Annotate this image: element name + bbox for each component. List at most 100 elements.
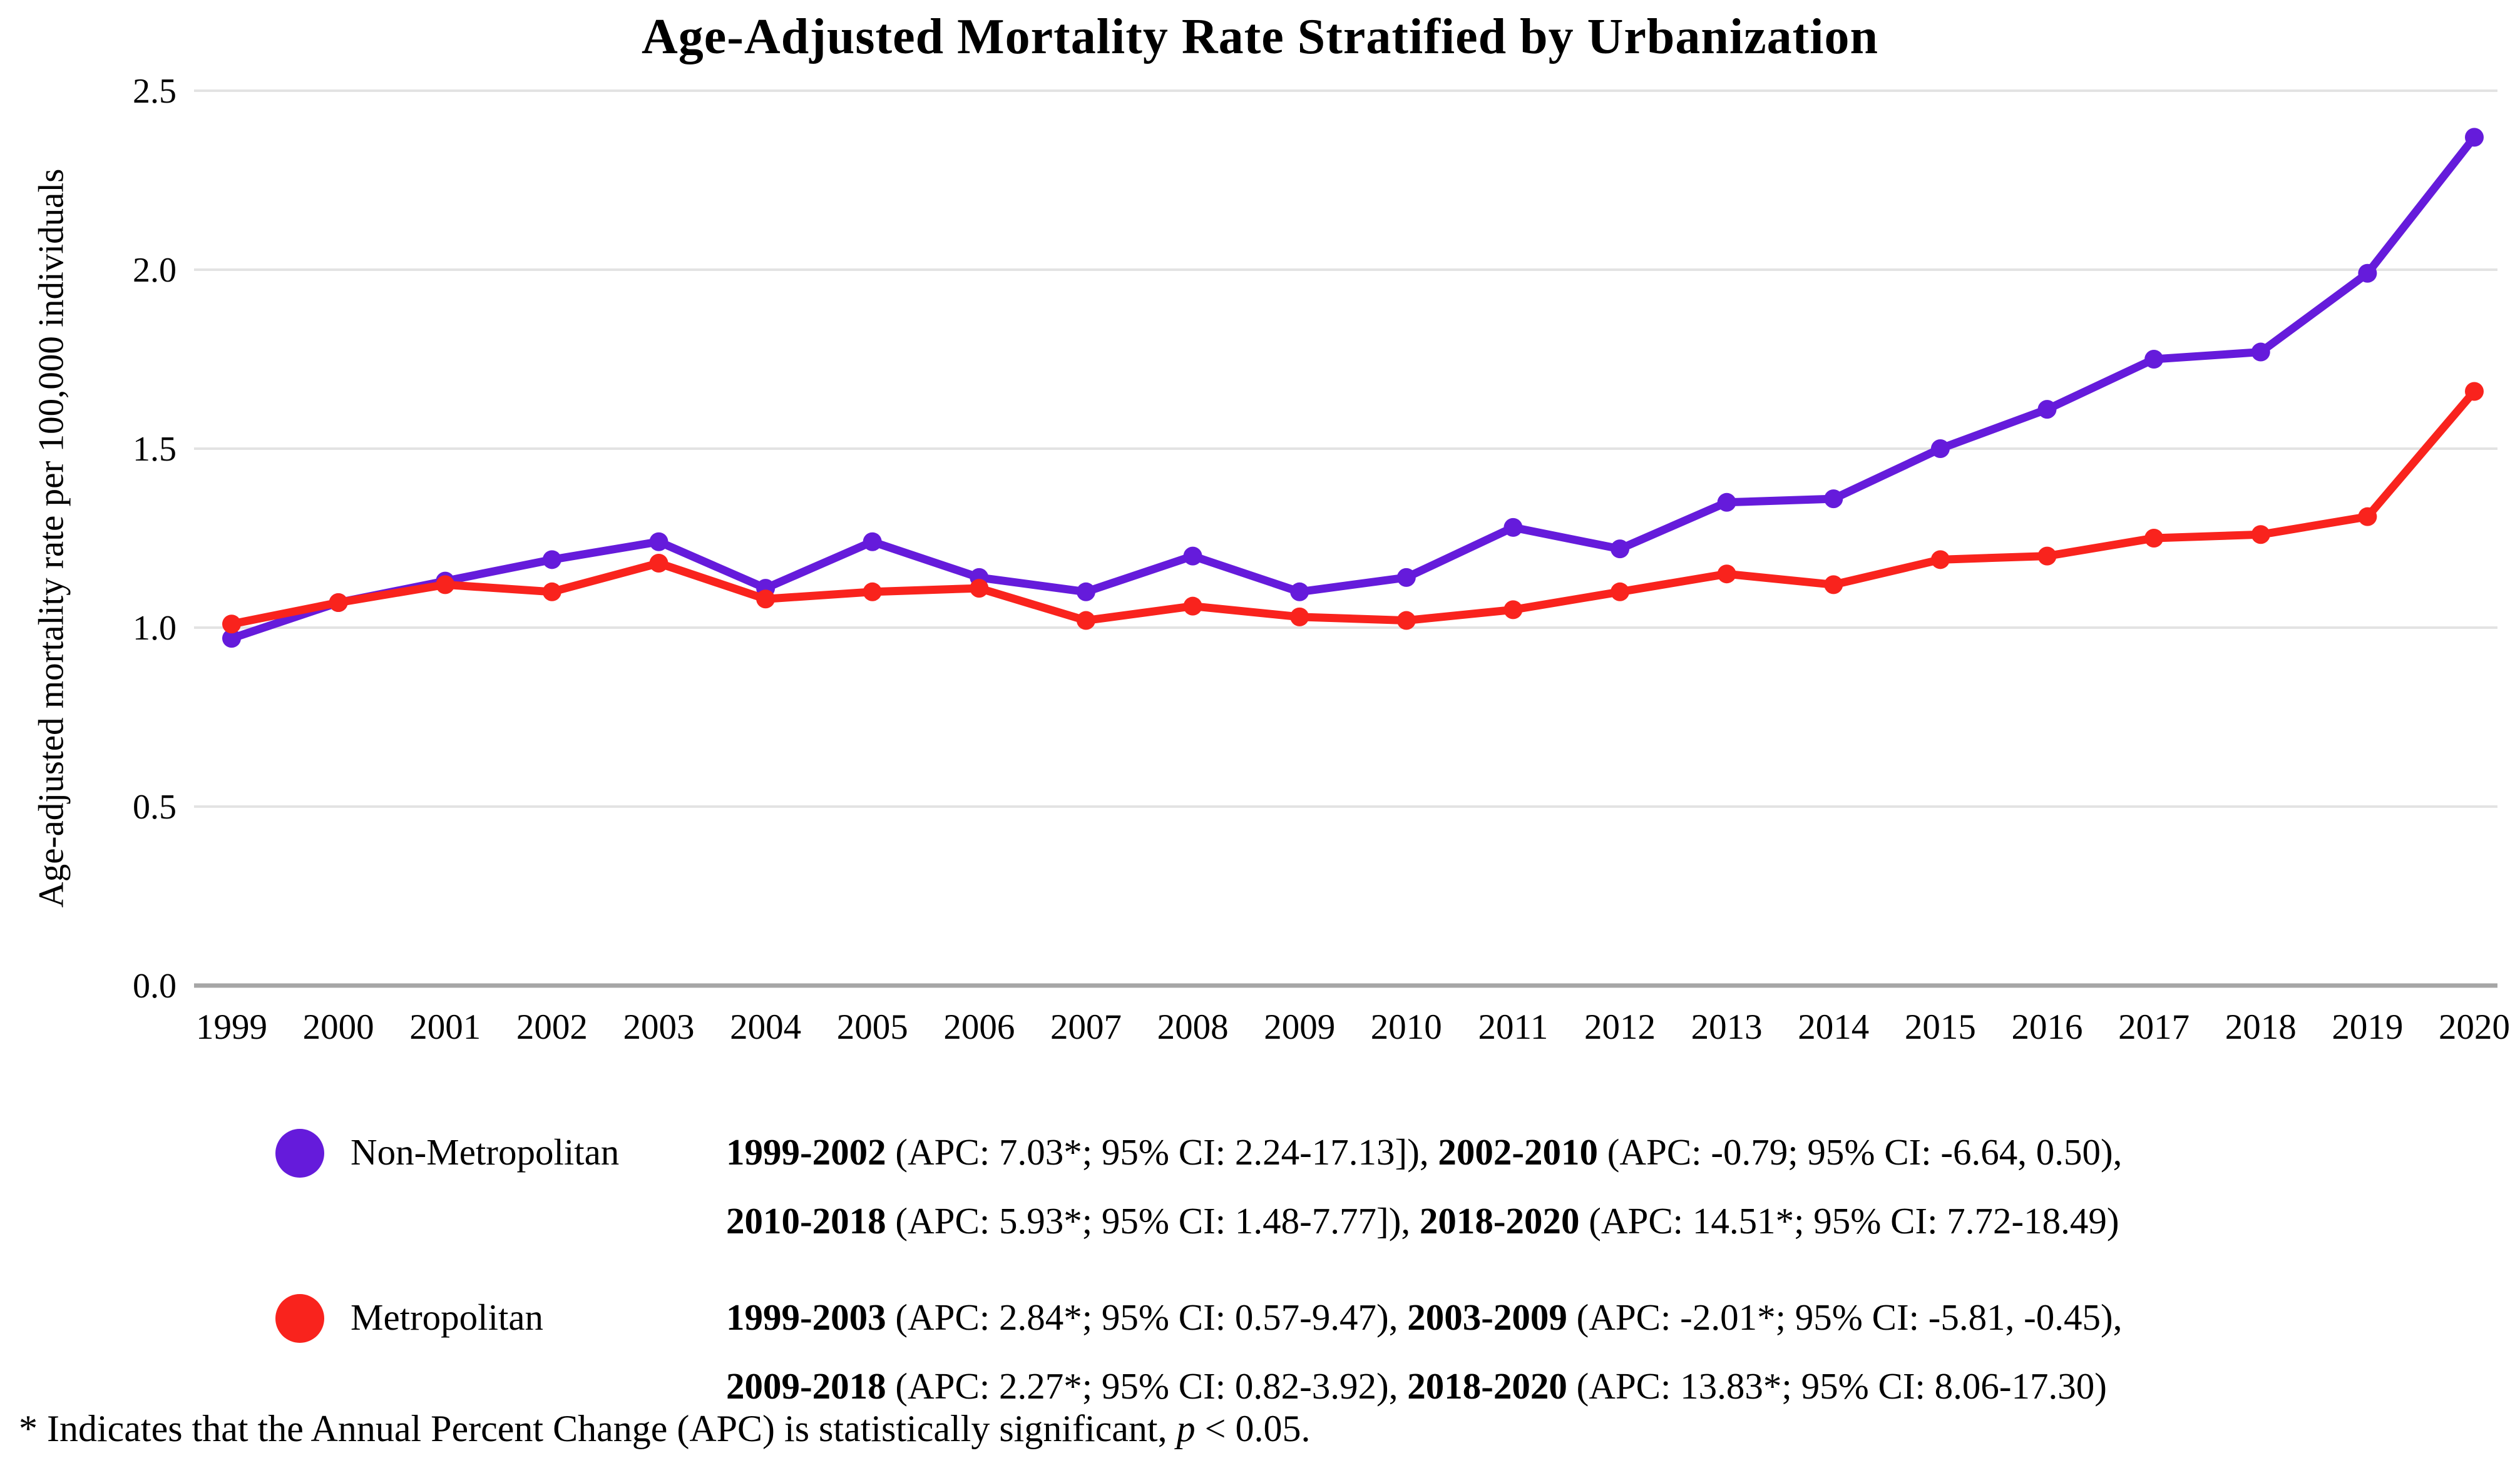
x-tick-label: 2001 (409, 1007, 481, 1047)
apc-line: 1999-2002 (APC: 7.03*; 95% CI: 2.24-17.1… (726, 1118, 2122, 1186)
plain-text: < 0.05. (1195, 1408, 1311, 1449)
data-point-non-metropolitan-2018 (2251, 342, 2270, 362)
x-tick-label: 2000 (303, 1007, 374, 1047)
bold-text: 1999-2003 (726, 1297, 886, 1338)
apc-line: 1999-2003 (APC: 2.84*; 95% CI: 0.57-9.47… (726, 1283, 2122, 1352)
x-tick-label: 2010 (1371, 1007, 1442, 1047)
line-chart: 0.0 0.5 1.0 1.5 2.0 2.5 1999 2000 2001 2002 2003 20… (133, 72, 2510, 1047)
bold-text: 2010-2018 (726, 1200, 886, 1241)
plain-text: (APC: 2.84*; 95% CI: 0.57-9.47), (886, 1297, 1408, 1338)
data-point-non-metropolitan-2014 (1824, 489, 1843, 509)
bold-text: 2002-2010 (1438, 1131, 1598, 1173)
x-tick-label: 2019 (2332, 1007, 2403, 1047)
x-tick-label: 1999 (196, 1007, 267, 1047)
data-point-non-metropolitan-2005 (863, 532, 882, 551)
data-point-non-metropolitan-2003 (649, 532, 668, 551)
y-axis-label: Age-adjusted mortality rate per 100,000 … (31, 168, 71, 908)
y-tick-label: 1.5 (133, 430, 177, 469)
data-point-metropolitan-2010 (1396, 611, 1416, 630)
data-point-non-metropolitan-2007 (1076, 582, 1095, 601)
data-point-non-metropolitan-2012 (1611, 539, 1630, 559)
data-point-non-metropolitan-2009 (1290, 582, 1309, 601)
data-point-non-metropolitan-2011 (1503, 517, 1523, 537)
data-point-metropolitan-2017 (2144, 529, 2164, 548)
data-point-non-metropolitan-2019 (2358, 263, 2377, 283)
x-tick-label: 2016 (2012, 1007, 2083, 1047)
data-point-metropolitan-2020 (2465, 382, 2484, 401)
data-point-metropolitan-2013 (1717, 564, 1736, 584)
data-point-metropolitan-2001 (436, 575, 455, 594)
data-point-metropolitan-2009 (1290, 607, 1309, 626)
x-tick-label: 2008 (1157, 1007, 1229, 1047)
data-point-non-metropolitan-1999 (222, 629, 241, 648)
x-tick-label: 2004 (730, 1007, 801, 1047)
x-tick-label: 2003 (623, 1007, 694, 1047)
y-tick-label: 0.0 (133, 967, 177, 1006)
y-tick-label: 0.5 (133, 788, 177, 827)
x-tick-label: 2007 (1050, 1007, 1122, 1047)
data-point-metropolitan-2014 (1824, 575, 1843, 594)
plain-text: (APC: 7.03*; 95% CI: 2.24-17.13]), (886, 1131, 1438, 1173)
data-point-non-metropolitan-2017 (2144, 350, 2164, 369)
legend-apc-text-metropolitan: 1999-2003 (APC: 2.84*; 95% CI: 0.57-9.47… (726, 1283, 2122, 1420)
data-point-metropolitan-2019 (2358, 507, 2377, 526)
data-point-metropolitan-2002 (542, 582, 561, 601)
series-line-non-metropolitan (227, 133, 2479, 643)
plain-text: (APC: -0.79; 95% CI: -6.64, 0.50), (1598, 1131, 2123, 1173)
data-point-metropolitan-2005 (863, 582, 882, 601)
legend-item-metropolitan: Metropolitan 1999-2003 (APC: 2.84*; 95% … (275, 1283, 2122, 1420)
legend-label-metropolitan: Metropolitan (351, 1297, 544, 1338)
data-point-metropolitan-2018 (2251, 525, 2270, 544)
data-point-non-metropolitan-2016 (2037, 400, 2057, 419)
plain-text: (APC: 2.27*; 95% CI: 0.82-3.92), (886, 1365, 1408, 1407)
data-point-metropolitan-2012 (1611, 582, 1630, 601)
legend-label-non-metropolitan: Non-Metropolitan (351, 1131, 620, 1173)
x-tick-label: 2002 (516, 1007, 588, 1047)
bold-text: 2018-2020 (1419, 1200, 1580, 1241)
x-tick-label: 2018 (2225, 1007, 2297, 1047)
x-tick-label: 2011 (1478, 1007, 1548, 1047)
data-point-non-metropolitan-2013 (1717, 492, 1736, 512)
plain-text: (APC: 5.93*; 95% CI: 1.48-7.77]), (886, 1200, 1420, 1241)
legend-apc-text-non-metropolitan: 1999-2002 (APC: 7.03*; 95% CI: 2.24-17.1… (726, 1118, 2122, 1255)
x-tick-label: 2014 (1798, 1007, 1869, 1047)
legend-marker-metropolitan-icon (275, 1294, 324, 1343)
plain-text: (APC: -2.01*; 95% CI: -5.81, -0.45), (1567, 1297, 2123, 1338)
x-tick-label: 2015 (1905, 1007, 1976, 1047)
series-line-metropolitan (227, 387, 2479, 628)
x-tick-label: 2006 (943, 1007, 1015, 1047)
italic-text: p (1176, 1408, 1196, 1449)
legend-item-non-metropolitan: Non-Metropolitan 1999-2002 (APC: 7.03*; … (275, 1118, 2122, 1255)
data-point-metropolitan-2011 (1503, 600, 1523, 619)
data-point-metropolitan-2015 (1930, 550, 1950, 569)
x-tick-label: 2012 (1584, 1007, 1656, 1047)
bold-text: 1999-2002 (726, 1131, 886, 1173)
data-point-non-metropolitan-2020 (2465, 128, 2484, 147)
x-tick-label: 2017 (2118, 1007, 2190, 1047)
data-point-non-metropolitan-2008 (1183, 546, 1202, 566)
bold-text: 2009-2018 (726, 1365, 886, 1407)
x-tick-label: 2020 (2439, 1007, 2510, 1047)
chart-title: Age-Adjusted Mortality Rate Stratified b… (642, 9, 1878, 64)
data-point-metropolitan-1999 (222, 614, 241, 634)
data-point-metropolitan-2016 (2037, 546, 2057, 566)
y-tick-label: 2.5 (133, 72, 177, 111)
data-point-metropolitan-2004 (756, 589, 776, 609)
data-point-metropolitan-2008 (1183, 596, 1202, 616)
data-point-metropolitan-2000 (329, 593, 348, 612)
data-point-non-metropolitan-2002 (542, 550, 561, 569)
bold-text: 2003-2009 (1407, 1297, 1567, 1338)
apc-line: 2010-2018 (APC: 5.93*; 95% CI: 1.48-7.77… (726, 1186, 2122, 1255)
y-tick-label: 1.0 (133, 609, 177, 648)
data-point-metropolitan-2003 (649, 554, 668, 573)
bold-text: 2018-2020 (1407, 1365, 1567, 1407)
plain-text: (APC: 14.51*; 95% CI: 7.72-18.49) (1579, 1200, 2119, 1241)
data-point-metropolitan-2006 (970, 579, 989, 598)
data-point-non-metropolitan-2010 (1396, 568, 1416, 587)
significance-footnote: * Indicates that the Annual Percent Chan… (19, 1394, 1310, 1463)
plain-text: * Indicates that the Annual Percent Chan… (19, 1408, 1177, 1449)
x-tick-label: 2005 (837, 1007, 908, 1047)
legend-marker-non-metropolitan-icon (275, 1129, 324, 1178)
apc-line: 2009-2018 (APC: 2.27*; 95% CI: 0.82-3.92… (726, 1352, 2122, 1420)
